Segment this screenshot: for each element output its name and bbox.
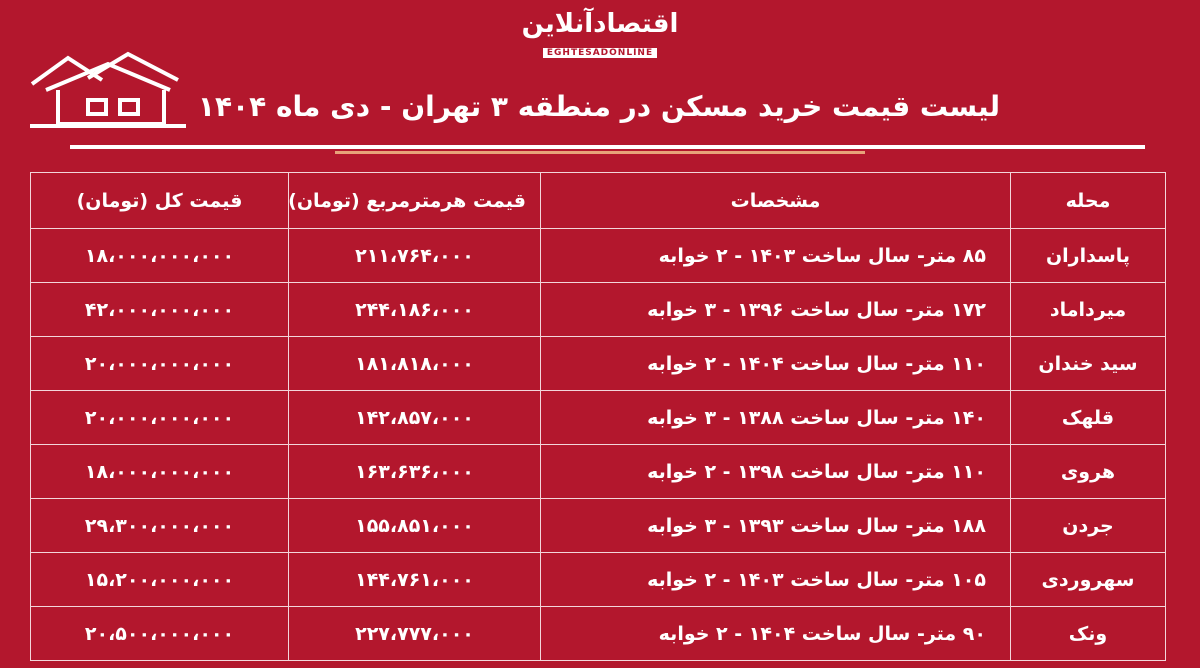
divider (70, 145, 1145, 149)
table-cell: ۲۲۷،۷۷۷،۰۰۰ (288, 606, 541, 661)
table-cell: ۱۴۴،۷۶۱،۰۰۰ (288, 552, 541, 607)
logo: اقتصادآنلاین EGHTESADONLINE (0, 8, 1200, 59)
table-cell: ۱۱۰ متر- سال ساخت ۱۳۹۸ - ۲ خوابه (540, 444, 1011, 499)
table-cell: ۲۰،۵۰۰،۰۰۰،۰۰۰ (30, 606, 289, 661)
table-cell: هروی (1010, 444, 1166, 499)
table-body: پاسداران ۸۵ متر- سال ساخت ۱۴۰۳ - ۲ خوابه ۲… (30, 228, 1166, 661)
table-cell: ۲۴۴،۱۸۶،۰۰۰ (288, 282, 541, 337)
table-cell: سید خندان (1010, 336, 1166, 391)
table-row: سهروردی ۱۰۵ متر- سال ساخت ۱۴۰۳ - ۲ خوابه ۱… (30, 552, 1166, 607)
header-row: محله مشخصات قیمت هرمترمربع (تومان) قیمت کل … (30, 172, 1166, 229)
table-row: هروی ۱۱۰ متر- سال ساخت ۱۳۹۸ - ۲ خوابه ۱۶۳،… (30, 444, 1166, 499)
column-header: قیمت هرمترمربع (تومان) (288, 172, 541, 229)
table-cell: ۱۷۲ متر- سال ساخت ۱۳۹۶ - ۳ خوابه (540, 282, 1011, 337)
table-cell: قلهک (1010, 390, 1166, 445)
table-cell: ۱۵،۲۰۰،۰۰۰،۰۰۰ (30, 552, 289, 607)
table-cell: ۹۰ متر- سال ساخت ۱۴۰۴ - ۲ خوابه (540, 606, 1011, 661)
table-cell: ۲۹،۳۰۰،۰۰۰،۰۰۰ (30, 498, 289, 553)
table-row: قلهک ۱۴۰ متر- سال ساخت ۱۳۸۸ - ۳ خوابه ۱۴۲،… (30, 390, 1166, 445)
table-cell: ۱۸،۰۰۰،۰۰۰،۰۰۰ (30, 444, 289, 499)
table-cell: ۱۶۳،۶۳۶،۰۰۰ (288, 444, 541, 499)
table-row: سید خندان ۱۱۰ متر- سال ساخت ۱۴۰۴ - ۲ خواب… (30, 336, 1166, 391)
price-table: محله مشخصات قیمت هرمترمربع (تومان) قیمت کل … (30, 172, 1166, 661)
table-cell: ۱۸،۰۰۰،۰۰۰،۰۰۰ (30, 228, 289, 283)
table-cell: میرداماد (1010, 282, 1166, 337)
table-cell: ۲۰،۰۰۰،۰۰۰،۰۰۰ (30, 336, 289, 391)
column-header: مشخصات (540, 172, 1011, 229)
title: لیست قیمت خرید مسکن در منطقه ۳ تهران - د… (197, 90, 1000, 123)
table-cell: ۱۴۰ متر- سال ساخت ۱۳۸۸ - ۳ خوابه (540, 390, 1011, 445)
table-cell: ۲۰،۰۰۰،۰۰۰،۰۰۰ (30, 390, 289, 445)
divider-accent (335, 151, 865, 154)
table-cell: ۱۰۵ متر- سال ساخت ۱۴۰۳ - ۲ خوابه (540, 552, 1011, 607)
table-cell: جردن (1010, 498, 1166, 553)
table-cell: ونک (1010, 606, 1166, 661)
table-cell: ۱۵۵،۸۵۱،۰۰۰ (288, 498, 541, 553)
table-cell: ۱۴۲،۸۵۷،۰۰۰ (288, 390, 541, 445)
table-row: میرداماد ۱۷۲ متر- سال ساخت ۱۳۹۶ - ۳ خوابه… (30, 282, 1166, 337)
table-cell: پاسداران (1010, 228, 1166, 283)
logo-text: اقتصادآنلاین (521, 9, 679, 39)
table-cell: ۲۱۱،۷۶۴،۰۰۰ (288, 228, 541, 283)
table-cell: ۸۵ متر- سال ساخت ۱۴۰۳ - ۲ خوابه (540, 228, 1011, 283)
house-icon (30, 51, 186, 128)
table-row: پاسداران ۸۵ متر- سال ساخت ۱۴۰۳ - ۲ خوابه ۲… (30, 228, 1166, 283)
table-cell: ۱۱۰ متر- سال ساخت ۱۴۰۴ - ۲ خوابه (540, 336, 1011, 391)
table-row: ونک ۹۰ متر- سال ساخت ۱۴۰۴ - ۲ خوابه ۲۲۷،۷۷… (30, 606, 1166, 661)
logo-subtext: EGHTESADONLINE (542, 48, 658, 58)
table-row: جردن ۱۸۸ متر- سال ساخت ۱۳۹۳ - ۳ خوابه ۱۵۵،… (30, 498, 1166, 553)
table-cell: ۱۸۱،۸۱۸،۰۰۰ (288, 336, 541, 391)
table-cell: ۴۲،۰۰۰،۰۰۰،۰۰۰ (30, 282, 289, 337)
column-header: محله (1010, 172, 1166, 229)
column-header: قیمت کل (تومان) (30, 172, 289, 229)
table-cell: سهروردی (1010, 552, 1166, 607)
table-cell: ۱۸۸ متر- سال ساخت ۱۳۹۳ - ۳ خوابه (540, 498, 1011, 553)
